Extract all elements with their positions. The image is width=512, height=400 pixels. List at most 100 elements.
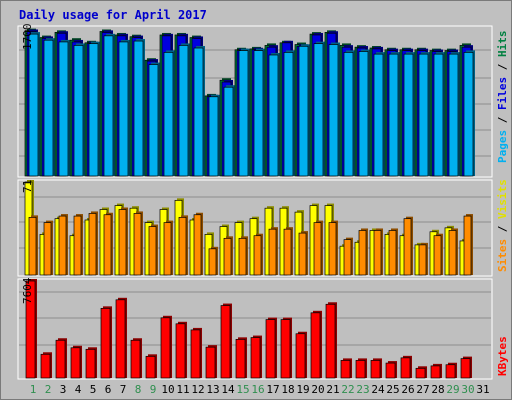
- pages-bar: [43, 39, 54, 177]
- pages-bar: [283, 52, 294, 177]
- day-label: 21: [326, 383, 339, 396]
- pages-bar: [133, 40, 144, 177]
- ymax-label-kbytes: 7604: [21, 277, 34, 304]
- sites-bar: [133, 213, 142, 276]
- day-axis-labels: 1 2 3 4 5 6 7 8 9 10 11 12 13 14 15 16 17 18 19 20 21 22 23 24 2…: [30, 383, 490, 396]
- pages-bar: [208, 96, 219, 177]
- kbytes-bar: [400, 357, 411, 379]
- kbytes-bar: [175, 323, 186, 379]
- legend-hits: Hits: [496, 31, 509, 58]
- kbytes-bar: [160, 317, 171, 379]
- sites-bar: [463, 215, 472, 276]
- sites-bar: [193, 214, 202, 276]
- sites-bar: [223, 237, 232, 276]
- sites-bar: [253, 235, 262, 276]
- sites-bar: [103, 214, 112, 276]
- kbytes-bar: [310, 312, 321, 379]
- kbytes-bar: [115, 299, 126, 379]
- sites-bar: [388, 230, 397, 276]
- day-label: 13: [206, 383, 219, 396]
- pages-bar: [178, 45, 189, 177]
- svg-text:Sites / Visits: Sites / Visits: [496, 179, 509, 272]
- sites-bar: [313, 222, 322, 276]
- kbytes-bar: [220, 305, 231, 379]
- pages-bar: [433, 53, 444, 177]
- legend-visits-sites: Sites / Visits: [496, 179, 509, 272]
- pages-bar: [463, 52, 474, 177]
- kbytes-bar: [325, 303, 336, 379]
- day-label: 20: [311, 383, 324, 396]
- ymax-label-visits: 71: [21, 180, 34, 193]
- sites-bar: [448, 230, 457, 276]
- pages-bar: [343, 52, 354, 177]
- kbytes-bar: [385, 362, 396, 379]
- pages-bar: [223, 86, 234, 177]
- kbytes-bar: [280, 319, 291, 379]
- day-label: 25: [386, 383, 399, 396]
- legend-hits-files-pages: Pages / Files / Hits: [496, 31, 509, 164]
- pages-bar: [118, 41, 129, 177]
- sites-bar: [268, 228, 277, 276]
- kbytes-bar: [205, 346, 216, 379]
- svg-text:Pages / Files / Hits: Pages / Files / Hits: [496, 31, 509, 164]
- legend-pages: Pages: [496, 130, 509, 163]
- kbytes-bar: [235, 338, 246, 379]
- pages-bar: [388, 53, 399, 177]
- pages-bar: [313, 43, 324, 177]
- sites-bar: [283, 228, 292, 276]
- sites-bar: [208, 248, 217, 276]
- legend-kbytes-label: KBytes: [496, 336, 509, 376]
- day-label: 8: [135, 383, 142, 396]
- day-label: 19: [296, 383, 309, 396]
- legend-sites: Sites: [496, 239, 509, 272]
- pages-bar: [253, 50, 264, 177]
- sites-bar: [58, 215, 67, 276]
- kbytes-bar: [70, 347, 81, 379]
- kbytes-bar: [295, 333, 306, 379]
- kbytes-bar: [460, 358, 471, 379]
- day-label: 3: [60, 383, 67, 396]
- day-label: 31: [476, 383, 489, 396]
- day-label: 9: [150, 383, 157, 396]
- sites-bar: [433, 235, 442, 276]
- day-label: 11: [176, 383, 189, 396]
- kbytes-bar: [340, 360, 351, 379]
- chart-title: Daily usage for April 2017: [19, 8, 207, 22]
- sites-bar: [298, 232, 307, 276]
- ymax-label-hits: 1700: [21, 24, 34, 51]
- pages-bar: [88, 43, 99, 177]
- day-label: 4: [75, 383, 82, 396]
- kbytes-bar: [355, 360, 366, 379]
- sites-bar: [43, 222, 52, 276]
- kbytes-bar: [265, 319, 276, 379]
- sites-bar: [148, 226, 157, 276]
- pages-bar: [418, 53, 429, 177]
- kbytes-bar: [445, 364, 456, 379]
- day-label: 5: [90, 383, 97, 396]
- sites-bar: [403, 218, 412, 276]
- kbytes-bar: [40, 353, 51, 379]
- day-label: 27: [416, 383, 429, 396]
- sites-bar: [373, 230, 382, 276]
- pages-bar: [73, 45, 84, 177]
- pages-bar: [373, 53, 384, 177]
- sites-bar: [118, 209, 127, 276]
- day-label: 1: [30, 383, 37, 396]
- legend-files: Files: [496, 77, 509, 110]
- pages-bar: [163, 52, 174, 177]
- kbytes-bar: [100, 307, 111, 379]
- sites-bar: [178, 217, 187, 276]
- kbytes-bar: [25, 280, 36, 379]
- day-label: 22: [341, 383, 354, 396]
- pages-bar: [193, 47, 204, 177]
- day-label: 28: [431, 383, 444, 396]
- pages-bar: [238, 50, 249, 177]
- pages-bar: [448, 53, 459, 177]
- pages-bar: [328, 44, 339, 177]
- day-label: 10: [161, 383, 174, 396]
- kbytes-bar: [370, 360, 381, 379]
- day-label: 16: [251, 383, 264, 396]
- day-label: 24: [371, 383, 385, 396]
- kbytes-bar: [85, 348, 96, 379]
- pages-bar: [358, 51, 369, 177]
